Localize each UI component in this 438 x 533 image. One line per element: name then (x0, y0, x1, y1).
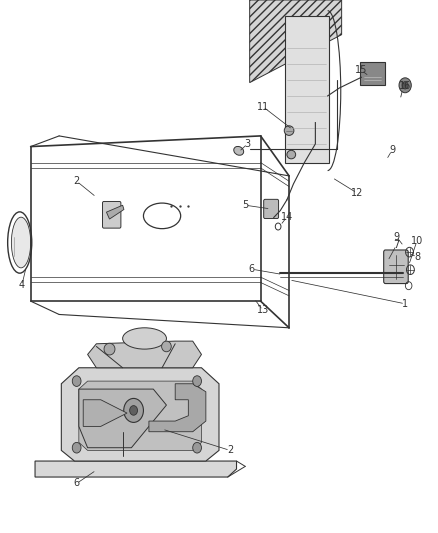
Text: 8: 8 (414, 252, 420, 262)
Text: 11: 11 (257, 102, 269, 111)
Ellipse shape (193, 376, 201, 386)
Polygon shape (149, 384, 206, 432)
Text: 12: 12 (351, 188, 363, 198)
Polygon shape (250, 0, 342, 83)
Polygon shape (61, 368, 219, 461)
Text: 2: 2 (74, 176, 80, 186)
Ellipse shape (284, 126, 294, 135)
Text: 7: 7 (393, 240, 399, 250)
Ellipse shape (193, 442, 201, 453)
Ellipse shape (287, 150, 296, 159)
Ellipse shape (104, 343, 115, 355)
Text: 5: 5 (242, 200, 248, 210)
Ellipse shape (124, 399, 143, 422)
Polygon shape (88, 341, 201, 368)
Text: 9: 9 (389, 146, 395, 155)
Ellipse shape (234, 147, 244, 155)
Ellipse shape (72, 376, 81, 386)
Ellipse shape (399, 78, 411, 93)
Polygon shape (285, 16, 328, 163)
Polygon shape (106, 205, 124, 219)
Ellipse shape (72, 442, 81, 453)
FancyBboxPatch shape (384, 250, 408, 284)
Text: 14: 14 (281, 212, 293, 222)
FancyBboxPatch shape (102, 201, 121, 228)
Ellipse shape (402, 82, 408, 89)
Polygon shape (83, 400, 127, 426)
Text: 15: 15 (355, 66, 367, 75)
Text: 16: 16 (399, 82, 411, 91)
Text: 9: 9 (393, 232, 399, 241)
Text: 2: 2 (227, 446, 233, 455)
Ellipse shape (130, 406, 138, 415)
FancyBboxPatch shape (360, 62, 385, 85)
Text: 6: 6 (74, 479, 80, 488)
Polygon shape (79, 381, 201, 450)
Text: 6: 6 (249, 264, 255, 274)
Ellipse shape (162, 341, 171, 352)
Text: 13: 13 (257, 305, 269, 315)
Text: 10: 10 (411, 236, 423, 246)
Text: 1: 1 (402, 299, 408, 309)
Ellipse shape (11, 217, 31, 268)
Ellipse shape (123, 328, 166, 349)
Text: 3: 3 (244, 139, 251, 149)
FancyBboxPatch shape (264, 199, 279, 219)
Text: 4: 4 (19, 280, 25, 290)
Polygon shape (79, 389, 166, 448)
Polygon shape (35, 461, 237, 477)
